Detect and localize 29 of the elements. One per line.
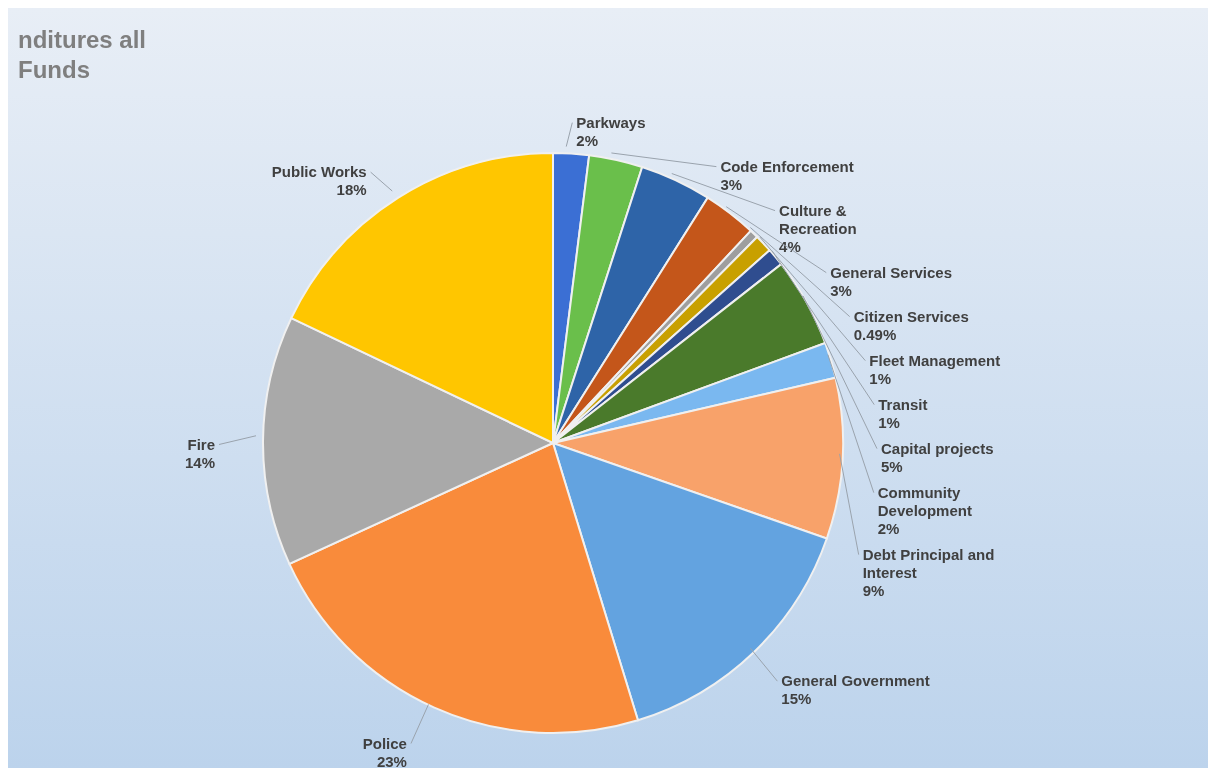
slice-label: Community Development: [877, 483, 972, 519]
slice-label: Fire: [187, 435, 216, 453]
slice-label: Capital projects: [881, 439, 994, 457]
slice-label: Citizen Services: [853, 307, 969, 325]
slice-label: Debt Principal and Interest: [862, 545, 995, 581]
chart-title: nditures all Funds: [18, 26, 147, 83]
data-label: 2%: [877, 519, 900, 537]
slice-label: Public Works: [271, 163, 367, 181]
slice-label: General Services: [830, 263, 953, 281]
data-label: 1%: [869, 369, 891, 387]
slice-label: Code Enforcement: [720, 157, 854, 175]
data-label: 9%: [862, 581, 885, 599]
data-label: 0.49%: [853, 325, 897, 343]
slice-label: Parkways: [576, 113, 646, 131]
data-label: 23%: [376, 752, 407, 770]
data-label: 3%: [830, 281, 852, 299]
slice-label: Fleet Management: [869, 351, 1001, 369]
data-label: 2%: [576, 131, 598, 149]
slice-label: Police: [362, 734, 407, 752]
slice-label: Transit: [878, 395, 928, 413]
data-label: 15%: [781, 690, 812, 708]
slice-label: Culture & Recreation: [779, 201, 857, 237]
data-label: 4%: [779, 237, 801, 255]
data-label: 5%: [881, 457, 903, 475]
slice-label: General Government: [781, 672, 930, 690]
data-label: 3%: [720, 175, 743, 193]
data-label: 18%: [336, 181, 367, 199]
data-label: 1%: [878, 413, 900, 431]
data-label: 14%: [184, 453, 216, 471]
